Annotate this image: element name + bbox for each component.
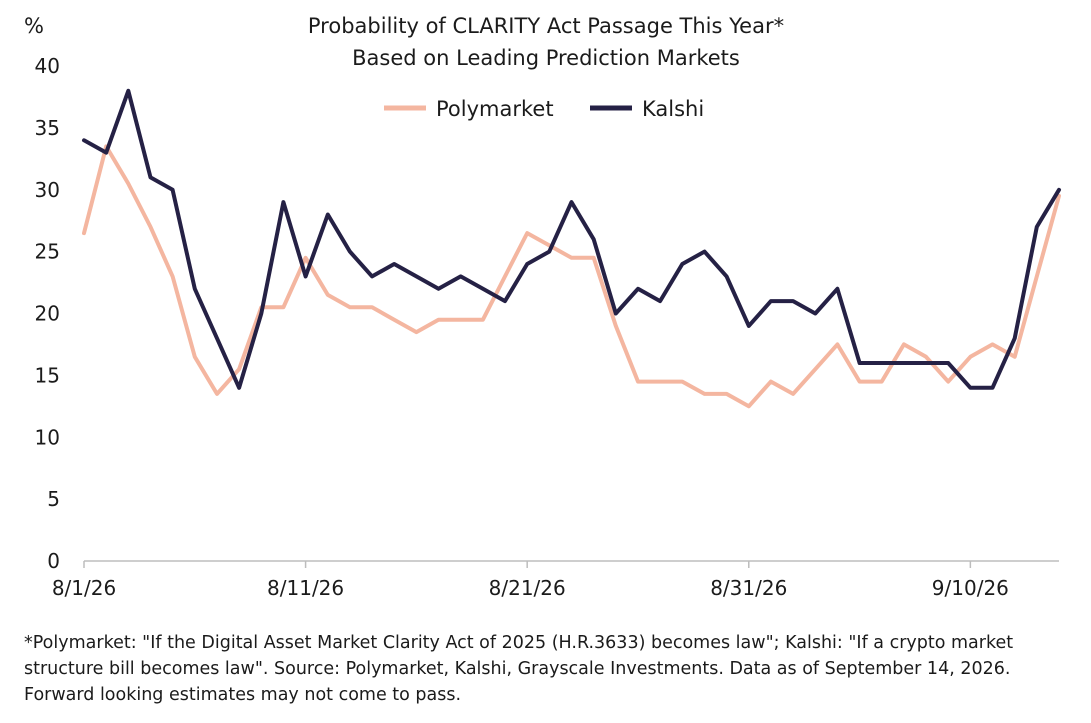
y-tick-label: 25 — [35, 240, 60, 264]
x-tick-label: 8/11/26 — [267, 576, 344, 600]
y-tick-label: 40 — [35, 54, 60, 78]
y-tick-label: 0 — [47, 549, 60, 573]
footnote: *Polymarket: "If the Digital Asset Marke… — [24, 633, 1014, 705]
y-tick-label: 5 — [47, 487, 60, 511]
chart-subtitle: Based on Leading Prediction Markets — [352, 46, 740, 70]
y-tick-label: 30 — [35, 178, 60, 202]
x-tick-label: 8/21/26 — [489, 576, 566, 600]
y-tick-label: 15 — [35, 363, 60, 387]
y-axis-unit-label: % — [24, 14, 44, 38]
y-tick-label: 20 — [35, 302, 60, 326]
x-tick-label: 8/1/26 — [52, 576, 116, 600]
legend-label-kalshi: Kalshi — [642, 97, 704, 121]
y-tick-label: 35 — [35, 116, 60, 140]
legend: Polymarket Kalshi — [384, 97, 704, 121]
y-axis: 0 5 10 15 20 25 30 35 40 — [35, 54, 60, 573]
series-line-polymarket — [82, 144, 1061, 409]
x-axis: 8/1/26 8/11/26 8/21/26 8/31/26 9/10/26 — [52, 560, 1059, 600]
chart-title: Probability of CLARITY Act Passage This … — [308, 14, 784, 38]
x-tick-label: 9/10/26 — [932, 576, 1009, 600]
series-line-kalshi — [82, 88, 1061, 390]
x-tick-label: 8/31/26 — [710, 576, 787, 600]
chart: Probability of CLARITY Act Passage This … — [24, 14, 1061, 600]
legend-label-polymarket: Polymarket — [436, 97, 554, 121]
plot-area — [82, 88, 1061, 409]
y-tick-label: 10 — [35, 425, 60, 449]
